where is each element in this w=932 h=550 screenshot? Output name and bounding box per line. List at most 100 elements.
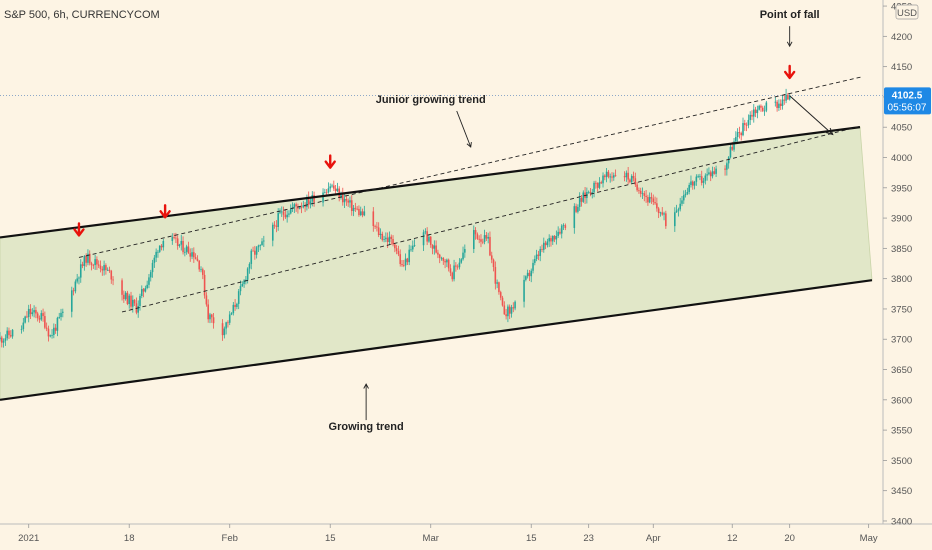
candle-body-337	[705, 176, 707, 181]
candle-body-133	[281, 211, 283, 212]
candle-body-362	[757, 110, 759, 113]
candle-body-155	[328, 188, 330, 192]
candle-body-350	[735, 137, 737, 141]
candle-body-106	[225, 322, 227, 328]
candle-body-202	[426, 231, 428, 241]
candle-body-203	[428, 237, 430, 242]
candle-body-246	[512, 307, 514, 308]
candle-body-19	[40, 313, 42, 319]
candle-body-9	[23, 323, 25, 329]
candle-body-34	[75, 282, 77, 292]
candle-body-334	[699, 176, 701, 177]
candle-body-172	[358, 209, 360, 215]
candle-body-145	[303, 205, 305, 207]
y-tick-label-6: 3700	[891, 335, 912, 346]
candle-body-87	[184, 252, 186, 253]
annotation-1: Junior growing trend	[376, 94, 486, 106]
candle-body-342	[713, 171, 715, 174]
candle-body-30	[60, 313, 62, 317]
candle-body-262	[548, 238, 550, 241]
candle-body-374	[785, 95, 787, 101]
candle-body-208	[437, 253, 439, 255]
candle-body-129	[274, 225, 276, 226]
candle-body-229	[482, 242, 484, 243]
candle-body-57	[123, 295, 125, 299]
candle-body-244	[509, 307, 511, 314]
candle-body-371	[780, 104, 782, 106]
x-tick-label-10: May	[860, 533, 878, 544]
candle-body-344	[724, 169, 726, 170]
candle-body-239	[500, 292, 502, 298]
x-tick-label-6: 23	[583, 533, 594, 544]
candle-body-317	[661, 212, 663, 214]
candle-body-209	[439, 255, 441, 258]
candle-body-327	[687, 192, 689, 194]
candle-body-329	[690, 181, 692, 184]
candle-body-138	[290, 209, 292, 214]
candle-body-210	[441, 258, 443, 259]
candle-body-58	[125, 293, 127, 299]
candle-body-272	[574, 206, 576, 228]
currency-label[interactable]: USD	[897, 8, 917, 19]
annotation-0: Point of fall	[760, 9, 820, 21]
candle-body-323	[679, 204, 681, 210]
candle-body-361	[755, 109, 757, 113]
candle-body-343	[715, 169, 717, 174]
candle-body-47	[98, 264, 100, 265]
candle-body-275	[579, 198, 581, 207]
candle-body-68	[143, 289, 145, 291]
candle-body-212	[444, 261, 446, 263]
candle-body-245	[511, 307, 513, 313]
candle-body-335	[701, 176, 703, 183]
candle-body-236	[495, 267, 497, 284]
candle-body-196	[408, 250, 410, 262]
candle-body-88	[186, 246, 188, 251]
candle-body-122	[254, 251, 256, 255]
candle-body-231	[486, 235, 488, 239]
candle-body-299	[629, 180, 631, 183]
candle-body-123	[256, 247, 258, 254]
candle-body-222	[462, 253, 464, 260]
candle-body-77	[159, 246, 161, 252]
candle-body-369	[776, 102, 778, 108]
candle-body-345	[726, 163, 728, 169]
x-tick-label-9: 20	[784, 533, 795, 544]
candle-body-83	[177, 238, 179, 245]
candle-body-287	[600, 182, 602, 183]
candle-body-248	[523, 280, 525, 302]
candle-body-137	[288, 213, 290, 214]
candle-body-32	[71, 290, 73, 311]
candle-body-44	[93, 265, 95, 266]
candle-body-321	[676, 211, 678, 213]
candle-body-132	[279, 212, 281, 213]
candle-body-169	[353, 208, 355, 211]
candle-body-86	[182, 241, 184, 252]
candle-body-51	[105, 265, 107, 270]
candle-body-204	[430, 237, 432, 245]
candle-body-97	[202, 269, 204, 275]
candle-body-14	[32, 312, 34, 314]
candle-body-107	[227, 322, 229, 323]
candle-body-89	[188, 246, 190, 253]
candle-body-375	[787, 95, 789, 99]
candle-body-314	[656, 203, 658, 208]
candle-body-252	[530, 271, 532, 276]
candle-body-39	[84, 256, 86, 266]
candle-body-12	[28, 309, 30, 317]
candle-body-7	[12, 330, 14, 337]
candle-body-93	[195, 257, 197, 259]
x-tick-label-1: 18	[124, 533, 135, 544]
candle-body-76	[157, 252, 159, 253]
y-tick-label-8: 3800	[891, 274, 912, 285]
candle-body-143	[299, 207, 301, 209]
candle-body-180	[380, 234, 382, 235]
candle-body-114	[240, 286, 242, 291]
y-tick-label-3: 3550	[891, 426, 912, 437]
candle-body-332	[696, 177, 698, 182]
candle-body-271	[565, 225, 567, 228]
candle-body-221	[460, 259, 462, 262]
candle-body-254	[534, 259, 536, 263]
candle-body-311	[651, 197, 653, 198]
candle-body-320	[674, 212, 676, 226]
